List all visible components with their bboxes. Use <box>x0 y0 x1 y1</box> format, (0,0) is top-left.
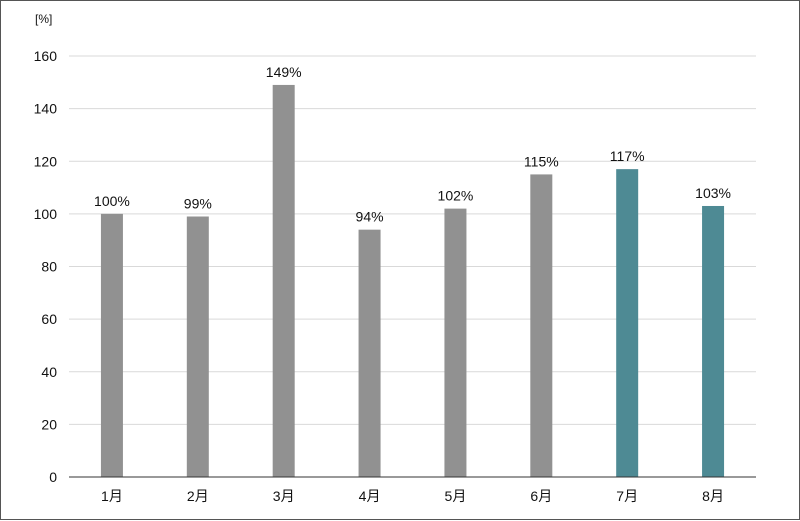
data-label-1: 100% <box>94 193 130 209</box>
y-tick-label-100: 100 <box>34 206 58 222</box>
x-tick-label-3: 3月 <box>273 488 295 504</box>
data-label-4: 94% <box>356 209 384 225</box>
x-tick-label-8: 8月 <box>702 488 724 504</box>
bar-5 <box>444 208 467 478</box>
x-tick-label-1: 1月 <box>101 488 123 504</box>
y-tick-label-80: 80 <box>41 259 57 275</box>
data-label-3: 149% <box>266 64 302 80</box>
x-tick-label-4: 4月 <box>359 488 381 504</box>
y-tick-label-0: 0 <box>49 469 57 485</box>
bar-4 <box>358 229 381 477</box>
y-axis-unit-label: [%] <box>35 12 52 26</box>
bars <box>100 84 725 478</box>
x-tick-label-5: 5月 <box>445 488 467 504</box>
y-tick-label-40: 40 <box>41 364 57 380</box>
x-tick-label-7: 7月 <box>616 488 638 504</box>
bar-7 <box>616 169 639 478</box>
data-label-6: 115% <box>524 153 559 169</box>
data-label-8: 103% <box>695 185 731 201</box>
data-label-5: 102% <box>438 188 474 204</box>
y-tick-label-60: 60 <box>41 311 57 327</box>
y-tick-label-20: 20 <box>41 416 57 432</box>
data-label-7: 117% <box>610 148 645 164</box>
y-tick-label-140: 140 <box>34 101 58 117</box>
bar-3 <box>272 84 295 477</box>
bar-2 <box>186 216 209 477</box>
x-axis-tick-labels: 1月 2月 3月 4月 5月 6月 7月 8月 <box>101 488 724 504</box>
bar-1 <box>100 213 123 477</box>
x-tick-label-2: 2月 <box>187 488 209 504</box>
bar-8 <box>702 205 725 477</box>
x-tick-label-6: 6月 <box>530 488 552 504</box>
data-labels: 100% 99% 149% 94% 102% 115% 117% 103% <box>94 64 731 225</box>
bar-6 <box>530 174 553 477</box>
y-axis-tick-labels: 0 20 40 60 80 100 120 140 160 <box>34 48 58 485</box>
gridlines <box>69 55 756 425</box>
y-tick-label-120: 120 <box>34 153 58 169</box>
data-label-2: 99% <box>184 196 212 212</box>
y-tick-label-160: 160 <box>34 48 58 64</box>
